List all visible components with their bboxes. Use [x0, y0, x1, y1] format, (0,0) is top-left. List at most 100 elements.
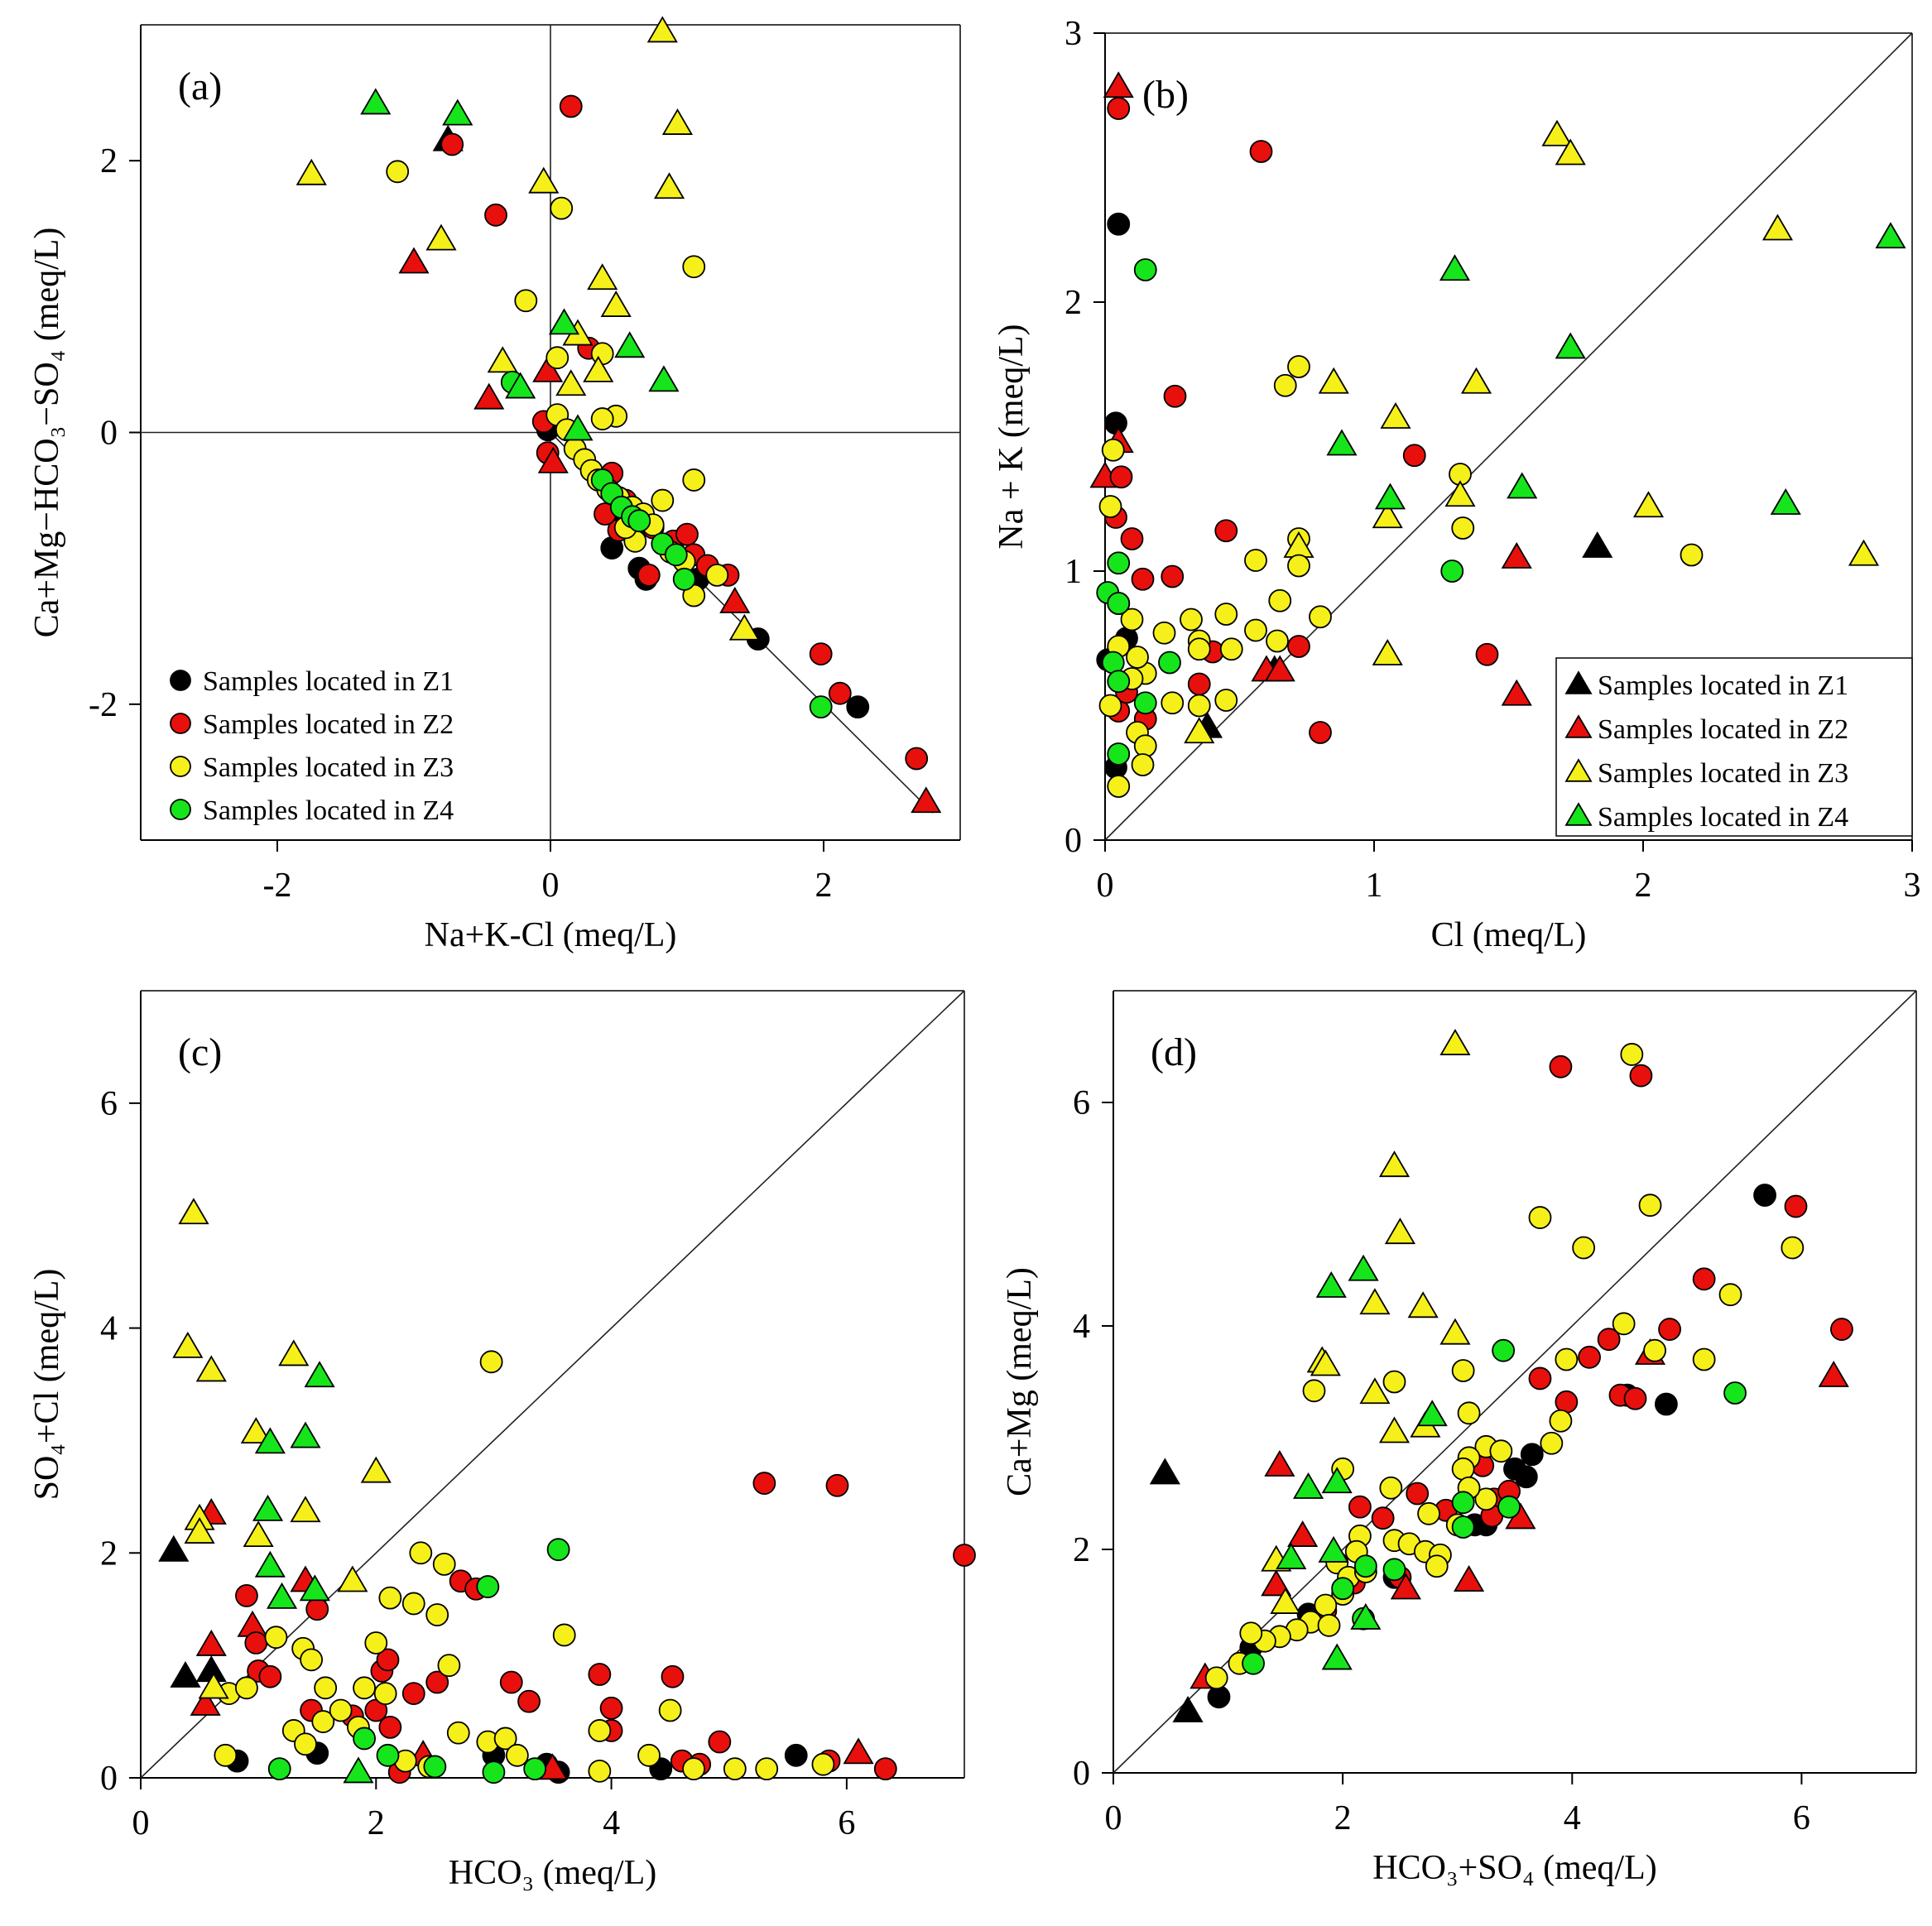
data-point-z3-circle: [590, 407, 614, 430]
panel-a: -2 0 2 -2 0 2 Na+K-Cl (meq/L) Ca+Mg−HCO₃−SO₄ (m…: [28, 16, 961, 954]
data-point-z2-circle: [1549, 1054, 1573, 1078]
legend-marker-z2: [170, 713, 191, 734]
data-point-z4-circle: [1331, 1577, 1355, 1601]
data-point-z4-circle: [353, 1727, 376, 1751]
data-point-z4-triangle: [1348, 1254, 1379, 1281]
data-point-z3-circle: [811, 1752, 835, 1776]
data-point-z4-circle: [1242, 1651, 1265, 1675]
data-point-z2-circle: [599, 1696, 623, 1720]
data-point-z3-circle: [1451, 516, 1475, 540]
data-point-z3-circle: [1152, 621, 1176, 645]
data-point-z4-circle: [627, 509, 651, 533]
data-point-z4-triangle: [614, 331, 646, 358]
legend-box: [1555, 657, 1913, 837]
y-tick-label: 4: [100, 1310, 118, 1348]
data-point-z3-triangle: [1439, 1029, 1471, 1055]
legend-label-z3: Samples located in Z3: [203, 752, 454, 783]
data-point-z4-circle: [1353, 1554, 1377, 1578]
data-point-z2-circle: [1555, 1390, 1579, 1414]
data-point-z2-triangle: [1818, 1360, 1849, 1387]
data-point-z3-triangle: [1460, 367, 1492, 394]
data-point-z3-triangle: [1407, 1291, 1439, 1318]
x-tick-label: 0: [132, 1804, 150, 1842]
data-point-z3-triangle: [583, 355, 614, 382]
data-point-z1-triangle: [1582, 531, 1613, 558]
x-tick-label: 2: [1334, 1799, 1352, 1837]
data-point-z2-circle: [484, 203, 507, 227]
data-point-z3-circle: [1309, 605, 1332, 629]
data-point-z2-circle: [1406, 1482, 1430, 1506]
x-axis-label: Cl (meq/L): [1431, 916, 1587, 954]
y-axis-label: Na + K (meq/L): [992, 324, 1031, 549]
data-point-z3-circle: [1314, 1593, 1338, 1617]
data-point-z4-circle: [476, 1575, 500, 1598]
data-point-z3-circle: [401, 1592, 425, 1616]
data-point-z2-circle: [637, 563, 661, 587]
data-point-z3-triangle: [528, 166, 560, 194]
data-point-z4-triangle: [254, 1550, 286, 1578]
y-tick-label: 3: [1065, 15, 1082, 53]
data-point-z3-circle: [1718, 1283, 1742, 1307]
data-point-z1-circle: [1655, 1392, 1678, 1416]
data-point-z4-circle: [1497, 1495, 1521, 1519]
data-point-z3-circle: [1540, 1431, 1564, 1455]
data-point-z3-triangle: [1380, 401, 1411, 429]
data-point-z3-circle: [1417, 1501, 1440, 1525]
data-point-z1-circle: [1207, 1685, 1231, 1709]
data-point-z2-circle: [559, 94, 583, 118]
data-point-z3-circle: [1187, 694, 1211, 718]
data-point-z2-circle: [1163, 384, 1187, 408]
data-point-z2-circle: [1309, 721, 1332, 744]
data-point-z3-circle: [1572, 1236, 1596, 1260]
data-point-z3-triangle: [1359, 1288, 1391, 1315]
data-point-z2-circle: [1120, 527, 1144, 550]
data-point-z4-triangle: [360, 88, 392, 115]
legend-label-z4: Samples located in Z4: [1598, 802, 1848, 833]
data-point-z3-triangle: [1761, 214, 1794, 241]
panel-c: 0 2 4 6 0 2 4 6 HCO₃ (meq/L) SO₄+Cl (meq/L) (c): [28, 990, 976, 1892]
legend-label-z2: Samples located in Z2: [203, 709, 454, 740]
data-point-z3-circle: [300, 1648, 324, 1672]
data-point-z2-triangle: [843, 1737, 874, 1765]
data-point-z3-circle: [1451, 1359, 1475, 1382]
legend-marker-z3: [170, 756, 191, 777]
y-tick-label: 6: [1073, 1084, 1090, 1122]
data-point-z2-circle: [1658, 1318, 1681, 1341]
y-axis-label: Ca+Mg−HCO₃−SO₄ (meq/L): [28, 228, 66, 638]
data-point-z4-triangle: [1321, 1467, 1353, 1494]
x-tick-label: 2: [1635, 867, 1652, 905]
data-point-z3-circle: [1107, 775, 1131, 798]
data-point-z3-triangle: [1184, 717, 1215, 744]
data-point-z3-circle: [1187, 637, 1211, 661]
data-point-z3-circle: [1692, 1347, 1716, 1371]
data-point-z2-circle: [1371, 1506, 1395, 1530]
data-point-z3-triangle: [178, 1198, 209, 1225]
data-point-z3-triangle: [240, 1417, 272, 1444]
y-tick-label: 1: [1065, 553, 1082, 591]
data-point-z3-triangle: [1270, 1587, 1301, 1614]
data-point-z3-circle: [1180, 608, 1203, 632]
reference-line: [1104, 32, 1913, 841]
data-point-z4-circle: [423, 1755, 447, 1779]
data-point-z4-circle: [1133, 258, 1157, 281]
data-point-z1-circle: [1107, 212, 1131, 236]
data-point-z2-triangle: [195, 1629, 227, 1656]
x-axis-label: HCO₃ (meq/L): [449, 1854, 656, 1892]
data-point-z3-circle: [1131, 753, 1155, 776]
data-point-z2-circle: [661, 1664, 685, 1688]
data-point-z2-circle: [440, 132, 464, 156]
data-point-z3-triangle: [1372, 638, 1403, 665]
data-point-z1-circle: [1520, 1443, 1544, 1467]
data-point-z4-circle: [523, 1757, 547, 1781]
data-point-z1-circle: [1514, 1465, 1538, 1489]
data-point-z3-circle: [1457, 1401, 1481, 1425]
data-point-z1-circle: [1104, 411, 1127, 435]
data-point-z3-circle: [1098, 495, 1122, 518]
data-point-z3-triangle: [360, 1456, 392, 1483]
data-point-z4-triangle: [1276, 1543, 1307, 1569]
data-point-z1-circle: [784, 1743, 808, 1767]
data-point-z2-circle: [1131, 567, 1155, 591]
data-point-z3-circle: [1680, 543, 1704, 567]
data-point-z3-triangle: [337, 1565, 368, 1592]
data-point-z3-circle: [1266, 629, 1289, 653]
